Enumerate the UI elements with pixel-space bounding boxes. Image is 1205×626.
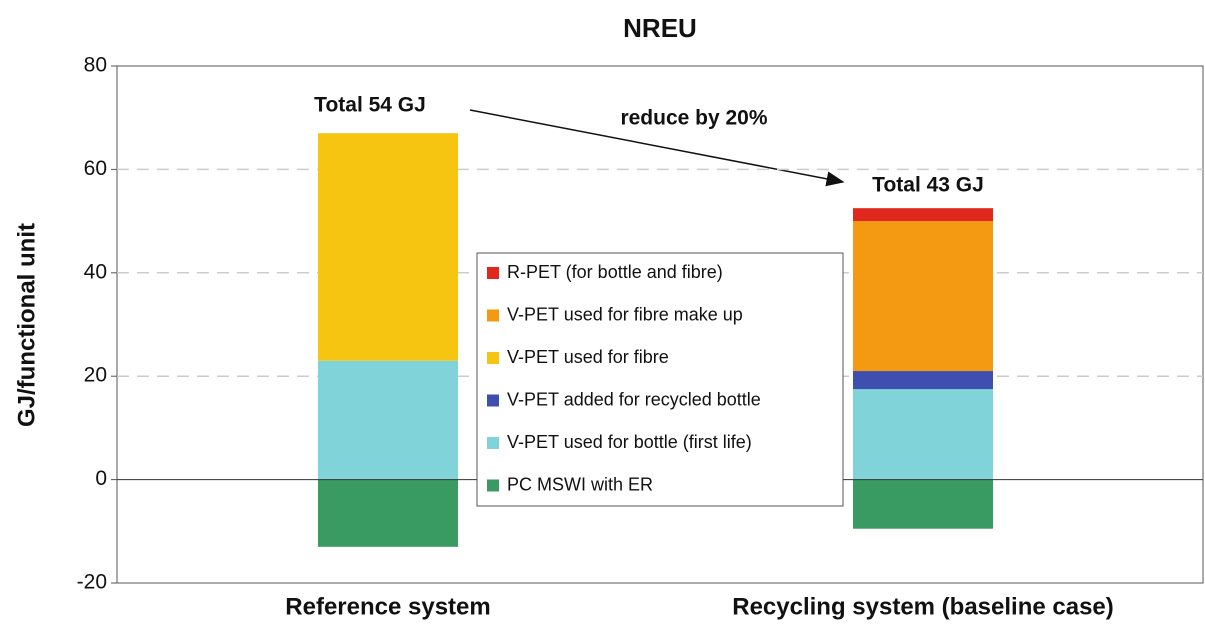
annotation: Total 54 GJ [314, 94, 426, 117]
legend-label: V-PET used for fibre [507, 347, 669, 367]
legend-swatch [487, 309, 499, 322]
legend-swatch [487, 267, 499, 279]
bar-segment [853, 208, 993, 222]
x-tick-label: Reference system [285, 593, 490, 620]
legend-swatch [487, 352, 499, 364]
y-axis-label: GJ/functional unit [13, 223, 40, 427]
chart-title: NREU [623, 13, 697, 43]
y-tick-label: 60 [84, 157, 107, 180]
bar-segment [853, 389, 993, 480]
bar-segment [853, 221, 993, 372]
y-tick-label: -20 [77, 571, 107, 594]
bar-segment [318, 479, 458, 547]
legend-swatch [487, 479, 499, 492]
legend-label: V-PET used for fibre make up [507, 304, 743, 324]
x-tick-label: Recycling system (baseline case) [732, 593, 1114, 620]
annotation: reduce by 20% [620, 107, 767, 130]
y-tick-label: 0 [95, 467, 107, 490]
bar-segment [853, 371, 993, 390]
plot-area [116, 65, 1204, 584]
y-tick-label: 20 [84, 364, 107, 387]
legend-swatch [487, 437, 499, 449]
legend-label: V-PET used for bottle (first life) [507, 432, 752, 452]
bar-segment [318, 360, 458, 480]
legend-swatch [487, 394, 499, 407]
y-tick-label: 80 [84, 54, 107, 77]
legend-box [476, 252, 844, 507]
annotation: Total 43 GJ [872, 174, 984, 197]
legend-label: R-PET (for bottle and fibre) [507, 262, 723, 282]
bar-segment [318, 133, 458, 361]
legend-label: V-PET added for recycled bottle [507, 389, 761, 409]
legend-label: PC MSWI with ER [507, 474, 653, 494]
bar-segment [853, 479, 993, 529]
y-tick-label: 40 [84, 260, 107, 283]
